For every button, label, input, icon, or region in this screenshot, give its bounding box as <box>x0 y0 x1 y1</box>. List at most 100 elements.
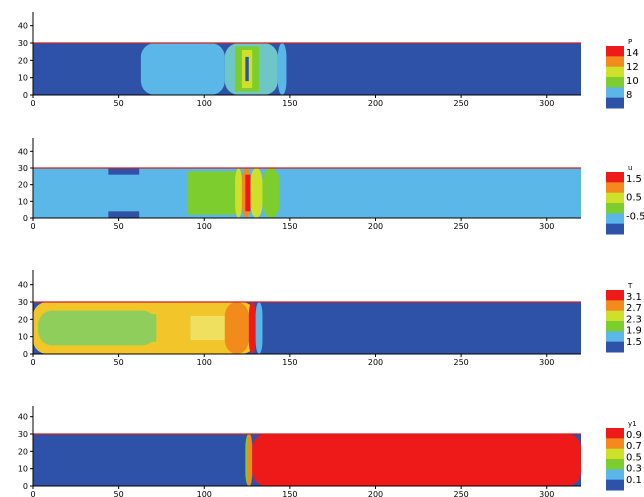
y-tick-label: 40 <box>18 22 28 31</box>
field-region <box>115 314 157 342</box>
legend-swatch <box>606 459 624 470</box>
y-tick-label: 0 <box>23 482 28 491</box>
legend-title: y1 <box>628 420 637 428</box>
legend-label: 2.7 <box>626 303 642 314</box>
legend-swatch <box>606 479 624 491</box>
y-tick-label: 30 <box>18 430 28 439</box>
legend-label: 3.1 <box>626 292 642 303</box>
x-tick-label: 250 <box>453 99 468 108</box>
field-region <box>277 43 287 95</box>
y-tick-label: 30 <box>18 39 28 48</box>
legend-label: -0.5 <box>626 211 644 222</box>
y-tick-label: 10 <box>18 74 28 83</box>
legend-label: 0.5 <box>626 193 642 204</box>
x-tick-label: 250 <box>453 358 468 367</box>
field-region <box>33 43 581 95</box>
legend-label: 0.5 <box>626 452 642 463</box>
legend-swatch <box>606 223 624 235</box>
y-tick-label: 30 <box>18 298 28 307</box>
field-region <box>190 315 225 341</box>
legend-swatch <box>606 300 624 312</box>
x-tick-label: 300 <box>539 99 554 108</box>
field-region <box>250 168 263 218</box>
legend-label: 0.7 <box>626 441 642 452</box>
x-tick-label: 0 <box>30 490 35 497</box>
legend-swatch <box>606 321 624 332</box>
legend-swatch <box>606 77 624 88</box>
x-tick-label: 300 <box>539 222 554 231</box>
x-tick-label: 0 <box>30 99 35 108</box>
y-tick-label: 40 <box>18 413 28 422</box>
field-region <box>245 174 251 212</box>
panel-1: 0 10 20 30 40 0 50 100 150 200 250 300 P 14 12 10 8 <box>18 12 639 109</box>
field-region <box>33 168 581 218</box>
legend-label: 10 <box>626 76 639 87</box>
y-tick-label: 0 <box>23 214 28 223</box>
legend-swatch <box>606 213 624 225</box>
legend-swatch <box>606 341 624 353</box>
legend-label: 2.3 <box>626 314 642 325</box>
y-tick-label: 10 <box>18 197 28 206</box>
legend-label: 0.1 <box>626 475 642 486</box>
x-tick-label: 150 <box>282 222 297 231</box>
legend-label: 1.5 <box>626 337 642 348</box>
legend-swatch <box>606 310 624 322</box>
y-tick-label: 10 <box>18 333 28 342</box>
field-region <box>224 302 249 354</box>
field-region <box>235 168 242 218</box>
legend-swatch <box>606 438 624 450</box>
x-tick-label: 100 <box>197 222 212 231</box>
legend-swatch <box>606 56 624 68</box>
legend-title: P <box>628 38 632 46</box>
x-tick-label: 150 <box>282 358 297 367</box>
x-tick-label: 150 <box>282 490 297 497</box>
legend-swatch <box>606 428 624 439</box>
legend-label: 12 <box>626 62 639 73</box>
field-region <box>255 302 263 354</box>
field-region <box>140 43 225 95</box>
legend-title: T <box>627 282 633 290</box>
x-tick-label: 50 <box>114 490 124 497</box>
legend-label: 1.9 <box>626 326 642 337</box>
legend-label: 8 <box>626 90 632 101</box>
y-tick-label: 40 <box>18 281 28 290</box>
y-tick-label: 20 <box>18 181 28 190</box>
legend-swatch <box>606 66 624 78</box>
y-tick-label: 0 <box>23 91 28 100</box>
x-tick-label: 50 <box>114 99 124 108</box>
x-tick-label: 300 <box>539 490 554 497</box>
x-tick-label: 250 <box>453 222 468 231</box>
legend-swatch <box>606 192 624 204</box>
panel-2: 0 10 20 30 40 0 50 100 150 200 250 300 u 1.5 0.5 -0.5 <box>18 138 644 235</box>
field-region <box>245 56 249 82</box>
field-region <box>248 302 256 354</box>
legend-swatch <box>606 469 624 481</box>
legend-label: 14 <box>626 48 639 59</box>
legend-swatch <box>606 87 624 99</box>
panel-3: 0 10 20 30 40 0 50 100 150 200 250 300 T 3.12.72.31.9… <box>18 270 642 367</box>
field-region <box>262 168 280 218</box>
x-tick-label: 50 <box>114 358 124 367</box>
legend-swatch <box>606 46 624 57</box>
y-tick-label: 20 <box>18 56 28 65</box>
legend-label: 1.5 <box>626 174 642 185</box>
legend-swatch <box>606 97 624 109</box>
field-region <box>108 211 140 218</box>
legend-swatch <box>606 448 624 460</box>
x-tick-label: 100 <box>197 490 212 497</box>
legend-label: 0.3 <box>626 464 642 475</box>
x-tick-label: 200 <box>368 358 383 367</box>
x-tick-label: 250 <box>453 490 468 497</box>
x-tick-label: 100 <box>197 358 212 367</box>
x-tick-label: 200 <box>368 99 383 108</box>
field-region <box>247 434 253 486</box>
legend-swatch <box>606 290 624 301</box>
x-tick-label: 150 <box>282 99 297 108</box>
x-tick-label: 50 <box>114 222 124 231</box>
x-tick-label: 300 <box>539 358 554 367</box>
legend-swatch <box>606 172 624 183</box>
x-tick-label: 0 <box>30 222 35 231</box>
x-tick-label: 200 <box>368 222 383 231</box>
legend-swatch <box>606 331 624 343</box>
x-tick-label: 100 <box>197 99 212 108</box>
